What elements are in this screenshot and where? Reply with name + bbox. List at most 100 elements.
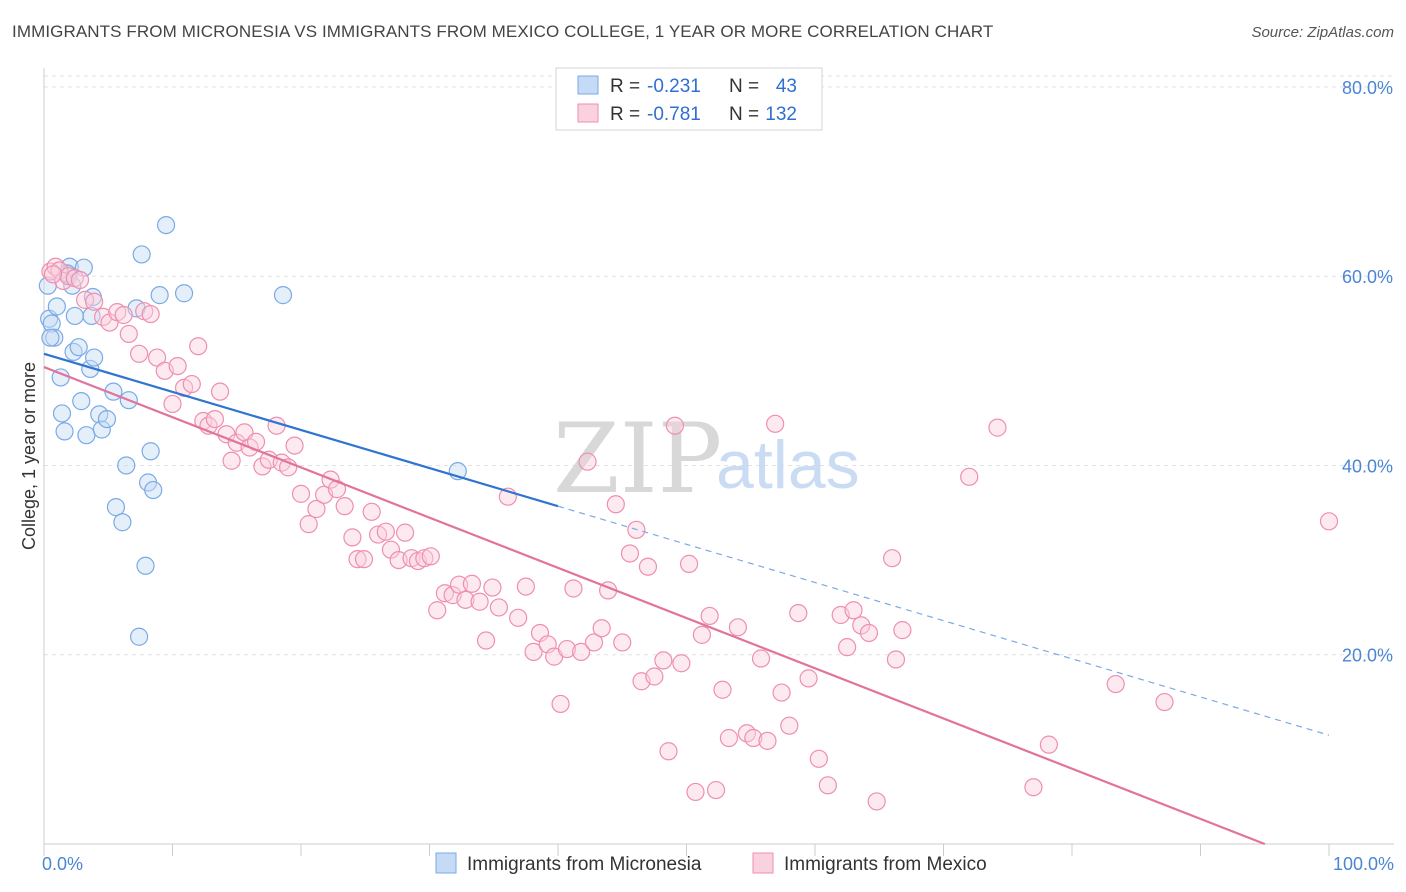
point-micronesia [150, 286, 169, 305]
x-tick-label-min: 0.0% [42, 854, 83, 874]
point-mexico [182, 374, 201, 394]
point-mexico [76, 290, 95, 309]
gridlines [44, 75, 1394, 656]
point-micronesia [45, 328, 64, 347]
point-micronesia [41, 328, 60, 347]
point-mexico [189, 337, 208, 356]
point-mexico [672, 654, 691, 673]
trend-line-mexico [43, 366, 1266, 846]
point-mexico [780, 716, 799, 735]
point-mexico [960, 467, 979, 486]
point-mexico [141, 304, 160, 324]
point-mexico [462, 574, 482, 593]
point-mexico [789, 603, 808, 623]
point-mexico [799, 669, 818, 688]
point-micronesia [156, 215, 176, 235]
watermark-atlas: atlas [716, 427, 860, 503]
point-mexico [70, 270, 90, 290]
bottom-legend-swatch-mexico [752, 852, 774, 874]
point-mexico [882, 549, 902, 568]
bottom-legend: Immigrants from Micronesia Immigrants fr… [435, 852, 987, 875]
point-mexico [700, 606, 719, 626]
point-micronesia [72, 392, 91, 411]
point-mexico [818, 776, 837, 795]
point-mexico [348, 550, 367, 569]
point-mexico [584, 633, 604, 652]
point-mexico [638, 557, 658, 576]
point-mexico [119, 324, 138, 344]
y-axis-title: College, 1 year or more [19, 362, 39, 550]
trend-line-micronesia [43, 352, 559, 508]
series-mexico-points [41, 257, 1339, 811]
chart-title: IMMIGRANTS FROM MICRONESIA VS IMMIGRANTS… [12, 22, 994, 41]
point-mexico [706, 780, 726, 800]
point-micronesia [106, 498, 126, 517]
point-mexico [222, 451, 241, 470]
point-micronesia [117, 456, 136, 475]
point-mexico [859, 623, 879, 643]
point-mexico [291, 484, 311, 503]
point-micronesia [273, 286, 293, 305]
point-mexico [852, 616, 871, 635]
point-mexico [613, 633, 632, 652]
point-mexico [376, 522, 395, 541]
legend-r-value-micronesia: -0.231 [647, 76, 701, 97]
point-mexico [665, 416, 685, 435]
point-mexico [719, 728, 739, 748]
point-mexico [844, 601, 863, 620]
point-micronesia [55, 422, 74, 441]
point-mexico [1155, 692, 1174, 712]
x-axis-ticks [43, 844, 1330, 856]
point-mexico [838, 638, 857, 657]
legend-r-label-mexico: R = [610, 104, 640, 125]
point-mexico [114, 305, 133, 325]
bottom-legend-label-mexico: Immigrants from Mexico [784, 854, 987, 875]
point-mexico [299, 515, 318, 534]
point-mexico [758, 731, 777, 750]
point-mexico [43, 265, 63, 284]
point-mexico [893, 621, 912, 640]
point-mexico [1106, 674, 1125, 694]
trend-line-micronesia-extension [557, 505, 1330, 736]
point-micronesia [141, 442, 160, 461]
point-mexico [551, 694, 570, 714]
point-mexico [744, 728, 763, 748]
point-mexico [751, 649, 771, 668]
point-mexico [809, 749, 828, 768]
point-micronesia [136, 556, 155, 575]
point-micronesia [97, 409, 117, 429]
point-mexico [713, 680, 732, 699]
point-mexico [395, 523, 415, 542]
point-mexico [645, 667, 664, 686]
trend-lines [43, 352, 1330, 846]
point-micronesia [65, 306, 84, 326]
point-mexico [606, 495, 625, 514]
point-mexico [867, 792, 886, 811]
y-tick-label: 20.0% [1342, 646, 1393, 666]
legend-swatch-mexico [577, 103, 599, 123]
legend-r-value-mexico: -0.781 [647, 104, 701, 125]
point-mexico [205, 409, 225, 429]
point-micronesia [129, 627, 149, 646]
watermark: ZIP atlas [553, 403, 860, 515]
point-mexico [988, 418, 1007, 437]
point-mexico [483, 578, 502, 597]
point-mexico [307, 499, 326, 519]
point-mexico [168, 356, 187, 376]
point-mexico [428, 601, 447, 620]
point-mexico [728, 618, 748, 637]
point-mexico [476, 631, 496, 650]
point-mexico [620, 544, 640, 563]
legend-n-label-micronesia: N = [729, 76, 759, 97]
point-mexico [509, 608, 528, 627]
point-mexico [285, 436, 304, 455]
point-mexico [335, 497, 354, 516]
point-mexico [692, 625, 712, 644]
point-mexico [489, 598, 508, 617]
point-micronesia [42, 314, 61, 333]
point-mexico [354, 550, 374, 569]
legend-box: R = -0.231 N = 43 R = -0.781 N = 132 [555, 67, 823, 131]
point-mexico [253, 457, 272, 476]
point-mexico [449, 575, 469, 594]
